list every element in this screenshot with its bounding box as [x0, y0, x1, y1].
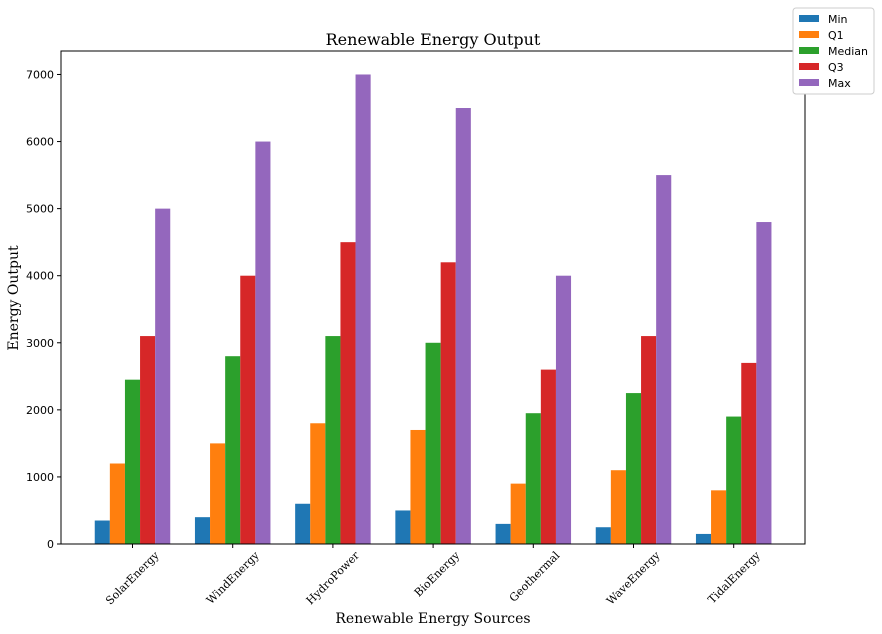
bar-q1-windenergy [210, 443, 226, 544]
legend-swatch [799, 31, 819, 38]
bar-min-geothermal [495, 523, 511, 544]
y-tick-label: 7000 [26, 68, 54, 81]
bar-q1-bioenergy [410, 429, 426, 544]
bar-q3-bioenergy [440, 262, 456, 544]
y-tick-label: 4000 [26, 270, 54, 283]
chart-title: Renewable Energy Output [326, 30, 541, 49]
legend: Min Q1 Median Q3 Max [792, 7, 875, 95]
bar-min-hydropower [295, 503, 311, 544]
y-tick-label: 3000 [26, 337, 54, 350]
bar-max-geothermal [555, 275, 572, 544]
bar-min-tidalenergy [695, 533, 712, 544]
bar-min-windenergy [194, 517, 211, 544]
bar-median-waveenergy [625, 393, 642, 544]
x-tick-label: WaveEnergy [604, 548, 663, 607]
x-tick-label: BioEnergy [412, 548, 463, 599]
y-tick-label: 0 [47, 538, 54, 551]
bar-median-geothermal [525, 413, 541, 544]
bar-q3-solarenergy [140, 336, 156, 544]
bar-q3-tidalenergy [741, 362, 757, 544]
bar-max-tidalenergy [756, 222, 772, 545]
plot-area: SolarEnergy WindEnergy HydroPower BioEnergy… [26, 50, 806, 607]
legend-label: Median [828, 45, 868, 58]
legend-box [792, 7, 875, 95]
x-tick-label: Geothermal [507, 549, 563, 605]
bar-max-windenergy [255, 141, 271, 545]
legend-swatch [799, 79, 819, 86]
x-axis-label: Renewable Energy Sources [335, 611, 530, 627]
bar-median-bioenergy [425, 342, 441, 544]
bar-q1-waveenergy [610, 470, 626, 544]
y-tick-label: 5000 [26, 203, 54, 216]
legend-swatch [799, 63, 819, 70]
bar-median-hydropower [325, 336, 341, 544]
bar-max-solarenergy [155, 208, 171, 544]
y-tick-label: 2000 [26, 404, 54, 417]
bar-min-solarenergy [94, 520, 110, 544]
legend-swatch [799, 15, 819, 22]
legend-label: Q1 [828, 29, 844, 42]
bar-median-tidalenergy [726, 416, 742, 544]
bar-min-bioenergy [395, 510, 411, 544]
bar-max-waveenergy [656, 175, 672, 544]
y-tick-label: 1000 [26, 471, 54, 484]
x-tick-label: TidalEnergy [705, 548, 763, 606]
y-axis-label: Energy Output [6, 245, 22, 351]
bar-median-solarenergy [124, 379, 141, 544]
bar-q1-solarenergy [109, 463, 125, 544]
bar-min-waveenergy [595, 527, 611, 544]
bar-median-windenergy [225, 356, 241, 544]
x-tick-label: WindEnergy [204, 548, 262, 606]
x-tick-label: SolarEnergy [103, 548, 162, 607]
legend-label: Q3 [828, 61, 844, 74]
y-tick-label: 6000 [26, 136, 54, 149]
x-tick-label: HydroPower [304, 548, 363, 607]
legend-label: Max [828, 77, 851, 90]
bar-max-hydropower [355, 74, 371, 544]
bar-q1-hydropower [310, 423, 326, 544]
bar-max-bioenergy [455, 108, 471, 544]
bar-q1-geothermal [510, 483, 526, 544]
bar-q3-geothermal [540, 369, 556, 544]
axes-frame [60, 50, 806, 545]
legend-swatch [799, 47, 819, 54]
legend-label: Min [828, 13, 848, 26]
bar-q3-hydropower [340, 242, 356, 544]
bar-q1-tidalenergy [711, 490, 727, 544]
bar-q3-windenergy [240, 275, 256, 544]
bar-q3-waveenergy [641, 336, 657, 544]
